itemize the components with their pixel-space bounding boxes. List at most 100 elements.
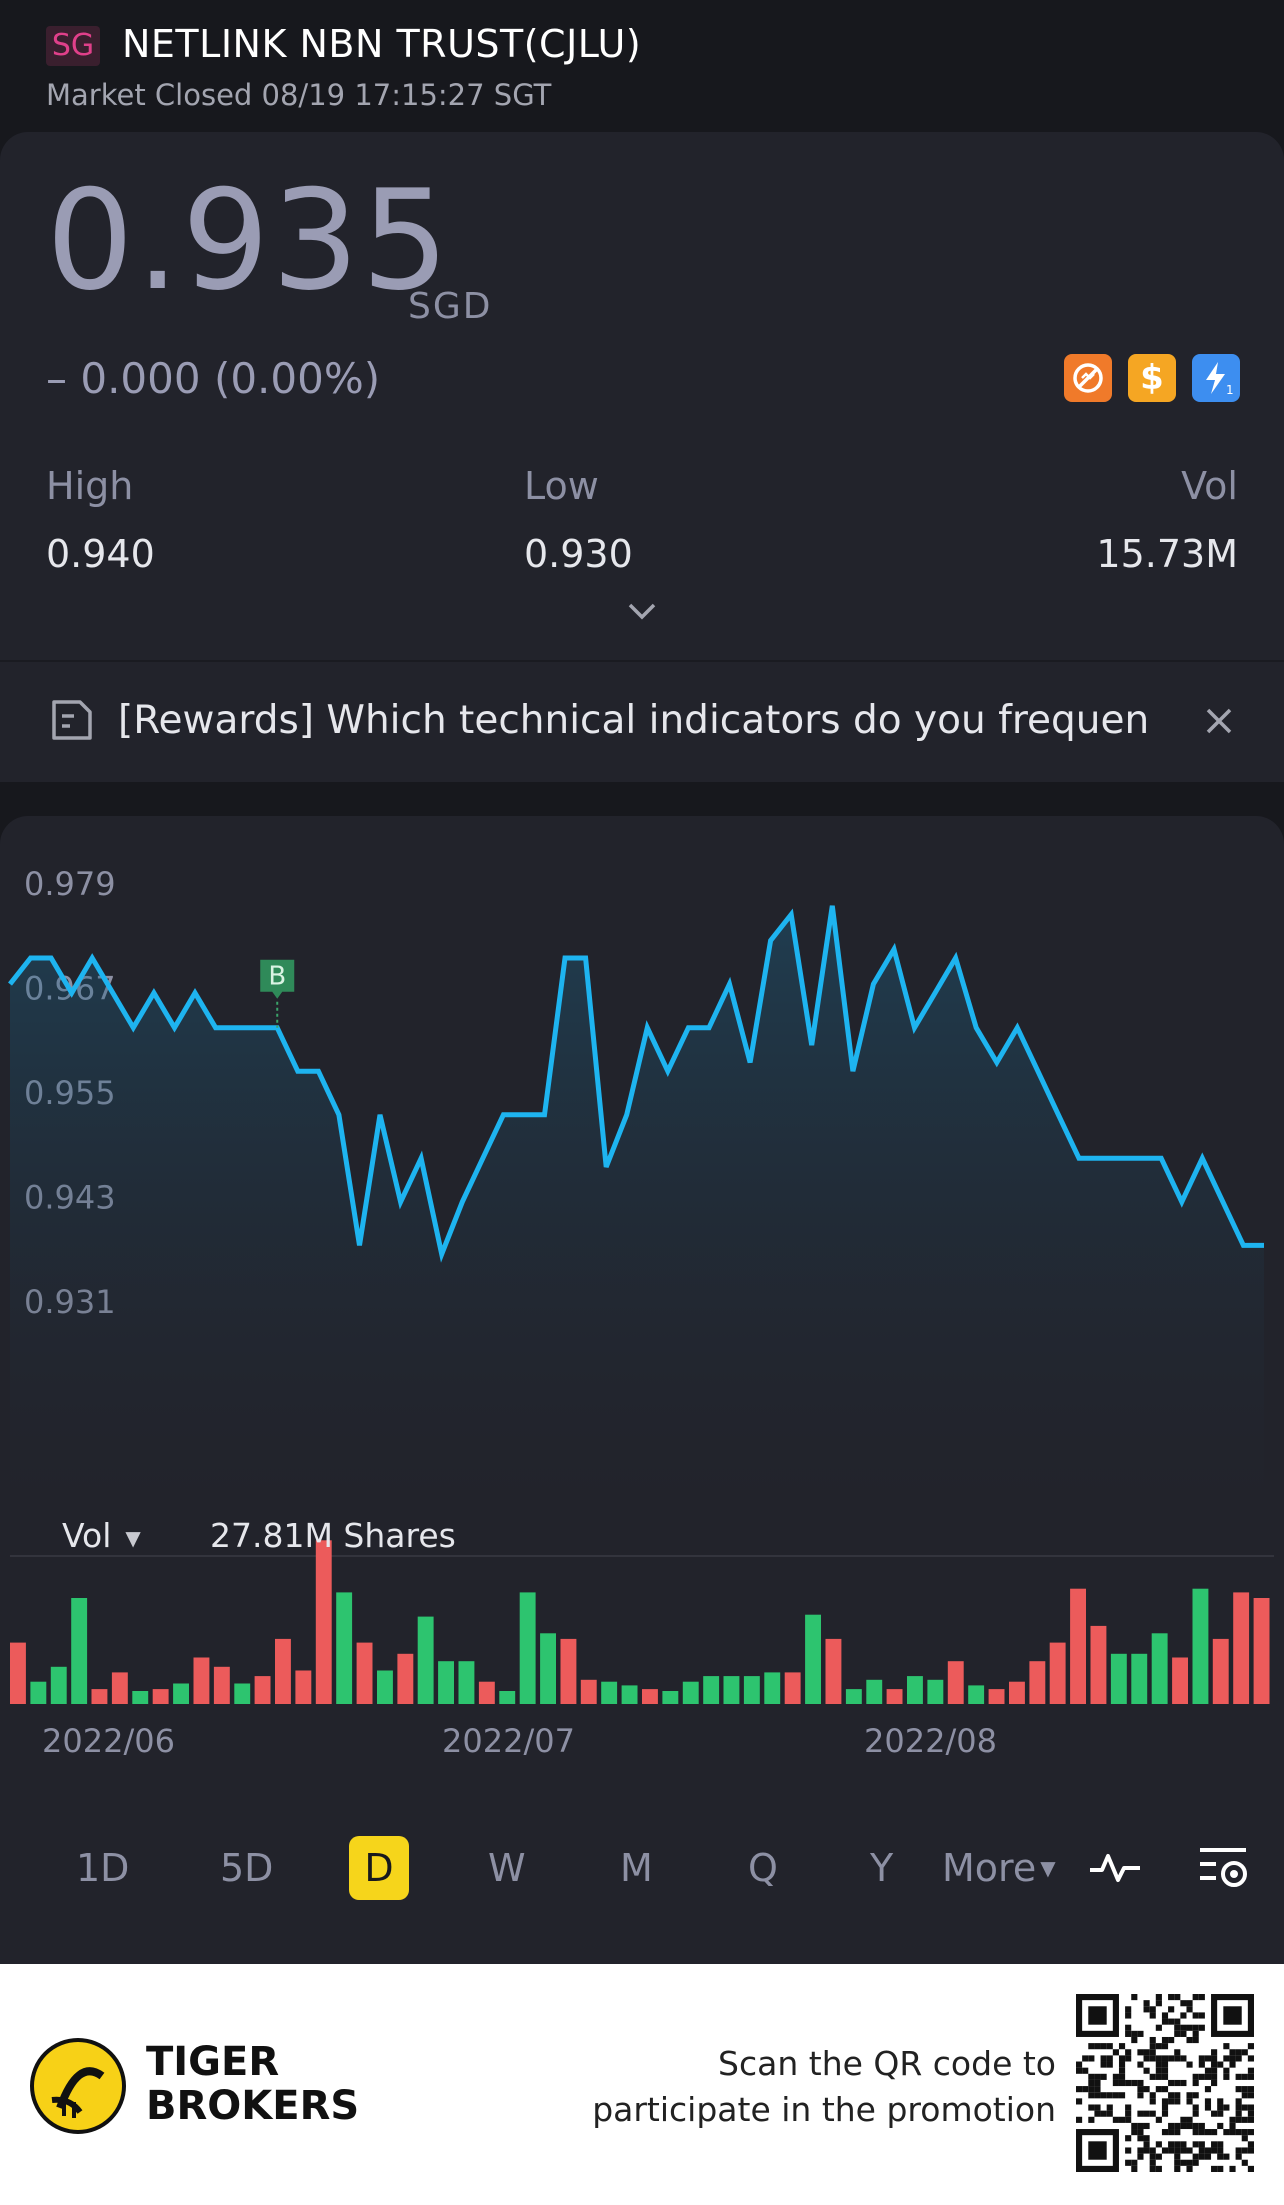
volume-bar xyxy=(377,1670,393,1704)
qr-module xyxy=(1241,2159,1248,2166)
qr-module xyxy=(1223,2067,1230,2074)
qr-module xyxy=(1198,2073,1205,2080)
rewards-banner[interactable] xyxy=(0,660,1284,782)
qr-module xyxy=(1204,2073,1212,2080)
period-1d-tab[interactable]: 1D xyxy=(76,1846,130,1890)
volume-bar xyxy=(764,1672,781,1704)
qr-module xyxy=(1241,2104,1248,2111)
period-week-tab[interactable]: W xyxy=(488,1846,526,1890)
volume-bar xyxy=(580,1679,597,1704)
volume-bar xyxy=(30,1681,47,1704)
qr-module xyxy=(1168,1994,1175,2001)
buy-marker[interactable]: B xyxy=(260,959,295,1028)
qr-module xyxy=(1161,2110,1169,2117)
qr-module xyxy=(1198,2129,1205,2136)
chevron-down-icon[interactable] xyxy=(622,596,662,626)
qr-module xyxy=(1088,2073,1095,2080)
qr-module xyxy=(1125,2049,1132,2056)
qr-module xyxy=(1186,2122,1193,2130)
qr-module xyxy=(1100,2043,1107,2050)
qr-module xyxy=(1112,2092,1119,2099)
volume-bar xyxy=(71,1598,88,1704)
qr-module xyxy=(1161,2098,1169,2105)
qr-module xyxy=(1106,2110,1113,2117)
period-quarter-tab[interactable]: Q xyxy=(748,1846,778,1890)
qr-module xyxy=(1155,2165,1162,2172)
no-short-glyph xyxy=(1073,363,1103,393)
qr-module xyxy=(1247,2043,1254,2050)
qr-module xyxy=(1161,2129,1169,2136)
qr-module xyxy=(1088,2043,1095,2050)
volume-bar xyxy=(1070,1588,1086,1704)
qr-module xyxy=(1223,2043,1230,2050)
brand-name-line2: BROKERS xyxy=(146,2083,360,2129)
price-change: – 0.000 (0.00%) xyxy=(46,354,381,403)
volume-indicator-selector[interactable]: Vol ▼ xyxy=(62,1516,141,1555)
qr-module xyxy=(1125,2012,1132,2019)
period-year-tab[interactable]: Y xyxy=(870,1846,894,1890)
qr-module xyxy=(1106,2043,1113,2050)
market-badge: SG xyxy=(46,26,100,66)
period-day-tab[interactable]: D xyxy=(349,1836,409,1900)
qr-module xyxy=(1131,2079,1138,2087)
volume-bar xyxy=(295,1670,312,1704)
qr-module xyxy=(1118,2061,1126,2068)
qr-module xyxy=(1161,2104,1169,2111)
no-short-icon[interactable] xyxy=(1064,354,1112,402)
qr-module xyxy=(1229,2122,1236,2130)
qr-module xyxy=(1180,2055,1187,2062)
x-tick-label: 2022/06 xyxy=(42,1722,175,1760)
dividend-dollar-icon[interactable]: $ xyxy=(1128,354,1176,402)
currency-label: SGD xyxy=(408,286,493,327)
volume-bar xyxy=(254,1676,271,1704)
qr-module xyxy=(1235,2147,1242,2154)
qr-module xyxy=(1155,2067,1162,2074)
volume-bar xyxy=(805,1614,821,1704)
market-status: Market Closed 08/19 17:15:27 SGT xyxy=(46,78,552,112)
qr-module xyxy=(1241,2135,1248,2142)
qr-module xyxy=(1155,2043,1162,2050)
close-icon[interactable] xyxy=(1198,700,1240,742)
chart-settings-icon[interactable] xyxy=(1196,1840,1252,1894)
qr-module xyxy=(1155,2116,1162,2123)
period-more-dropdown[interactable]: More ▼ xyxy=(942,1836,1056,1900)
volume-bar xyxy=(315,1540,332,1704)
period-5d-tab[interactable]: 5D xyxy=(220,1846,274,1890)
qr-module xyxy=(1161,2086,1169,2093)
volume-bar xyxy=(845,1689,862,1704)
qr-module xyxy=(1247,2073,1254,2080)
qr-module xyxy=(1241,2116,1248,2123)
volume-bar xyxy=(1233,1592,1250,1704)
qr-code[interactable] xyxy=(1076,1994,1254,2172)
qr-module xyxy=(1192,2153,1199,2160)
stock-title[interactable]: NETLINK NBN TRUST(CJLU) xyxy=(122,22,642,66)
qr-module xyxy=(1131,2165,1138,2172)
caret-down-icon: ▼ xyxy=(125,1525,141,1550)
qr-module xyxy=(1161,2043,1169,2050)
qr-module xyxy=(1131,1994,1138,2001)
qr-module xyxy=(1247,2104,1254,2111)
qr-module xyxy=(1235,2055,1242,2062)
qr-module xyxy=(1204,2086,1212,2093)
svg-text:1: 1 xyxy=(1226,383,1234,397)
qr-module xyxy=(1155,2024,1162,2031)
indicator-icon[interactable] xyxy=(1088,1842,1142,1892)
period-month-tab[interactable]: M xyxy=(620,1846,653,1890)
qr-module xyxy=(1192,2036,1199,2044)
rewards-banner-text[interactable]: [Rewards] Which technical indicators do … xyxy=(118,698,1148,743)
qr-module xyxy=(1125,2159,1132,2166)
qr-module xyxy=(1198,2153,1205,2160)
price-line xyxy=(8,905,1264,1263)
flash-icon[interactable]: 1 xyxy=(1192,354,1240,402)
qr-module xyxy=(1118,2079,1126,2087)
volume-bar xyxy=(947,1661,964,1704)
qr-module xyxy=(1174,2141,1181,2148)
tiger-brokers-logo xyxy=(30,2038,126,2134)
volume-bar xyxy=(601,1681,618,1704)
qr-finder xyxy=(1223,2006,1242,2025)
volume-bar xyxy=(642,1689,658,1704)
qr-module xyxy=(1112,2079,1119,2087)
last-price: 0.935 xyxy=(46,160,452,321)
volume-bar xyxy=(560,1638,577,1704)
